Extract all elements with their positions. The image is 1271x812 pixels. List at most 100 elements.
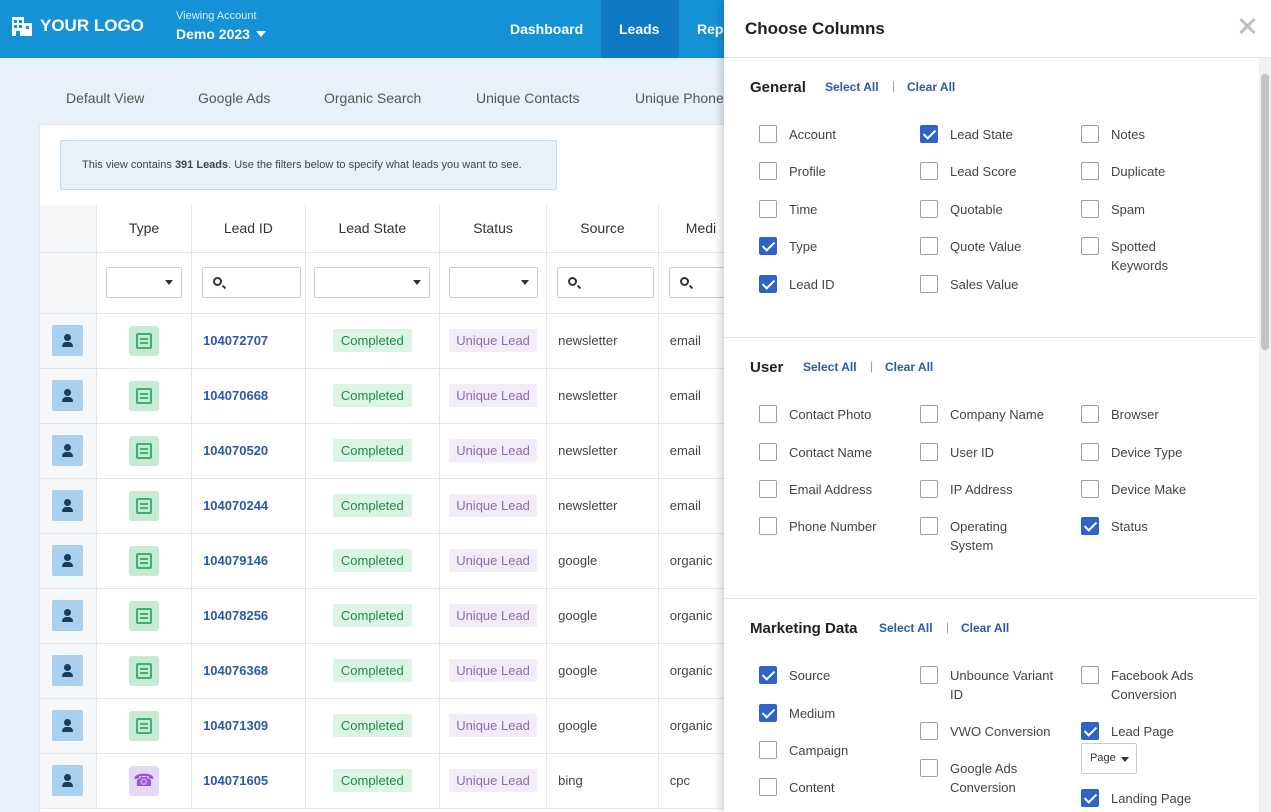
column-option-google-ads-conversion[interactable]: Google Ads Conversion — [920, 759, 1032, 797]
nav-reports[interactable]: Repo — [697, 21, 732, 37]
checkbox[interactable] — [759, 704, 777, 722]
column-option-contact-photo[interactable]: Contact Photo — [759, 405, 889, 424]
checkbox[interactable] — [759, 275, 777, 293]
column-option-device-type[interactable]: Device Type — [1081, 443, 1221, 462]
tab-google-ads[interactable]: Google Ads — [198, 90, 271, 106]
lead-id-link[interactable]: 104070244 — [191, 478, 306, 534]
user-icon[interactable] — [52, 325, 84, 356]
column-option-source[interactable]: Source — [759, 666, 889, 685]
checkbox[interactable] — [759, 162, 777, 180]
checkbox[interactable] — [920, 517, 938, 535]
checkbox[interactable] — [759, 200, 777, 218]
header-lead-id[interactable]: Lead ID — [191, 205, 306, 253]
checkbox[interactable] — [759, 237, 777, 255]
checkbox[interactable] — [1081, 237, 1099, 255]
table-row[interactable]: 104076368 Completed Unique Lead google organ… — [40, 643, 739, 699]
column-option-lead-id[interactable]: Lead ID — [759, 275, 889, 294]
lead-id-search-input[interactable] — [202, 267, 302, 298]
column-option-spotted-keywords[interactable]: Spotted Keywords — [1081, 237, 1183, 275]
column-option-medium[interactable]: Medium — [759, 704, 889, 723]
lead-id-link[interactable]: 104072707 — [191, 313, 306, 369]
lead-page-format-select[interactable]: Page — [1081, 743, 1137, 774]
column-option-browser[interactable]: Browser — [1081, 405, 1221, 424]
header-source[interactable]: Source — [546, 205, 659, 253]
source-search-input[interactable] — [557, 267, 655, 298]
user-icon[interactable] — [52, 545, 84, 576]
checkbox[interactable] — [1081, 200, 1099, 218]
column-option-vwo-conversion[interactable]: VWO Conversion — [920, 722, 1070, 741]
checkbox[interactable] — [1081, 405, 1099, 423]
column-option-content[interactable]: Content — [759, 778, 889, 797]
checkbox[interactable] — [1081, 480, 1099, 498]
type-filter-select[interactable] — [106, 267, 182, 298]
user-icon[interactable] — [52, 435, 84, 466]
user-clear-all-link[interactable]: Clear All — [885, 360, 934, 374]
nav-dashboard[interactable]: Dashboard — [510, 21, 584, 37]
user-icon[interactable] — [52, 710, 84, 741]
checkbox[interactable] — [920, 162, 938, 180]
lead-id-link[interactable]: 104071605 — [191, 753, 306, 809]
column-option-quotable[interactable]: Quotable — [920, 200, 1060, 219]
lead-id-link[interactable]: 104071309 — [191, 698, 306, 754]
checkbox[interactable] — [759, 125, 777, 143]
checkbox[interactable] — [759, 443, 777, 461]
scrollbar-thumb[interactable] — [1261, 74, 1269, 350]
checkbox[interactable] — [920, 405, 938, 423]
checkbox[interactable] — [1081, 162, 1099, 180]
checkbox[interactable] — [1081, 517, 1099, 535]
column-option-account[interactable]: Account — [759, 125, 889, 144]
column-option-user-id[interactable]: User ID — [920, 443, 1060, 462]
logo[interactable]: YOUR LOGO — [10, 14, 144, 38]
nav-leads[interactable]: Leads — [601, 0, 679, 58]
column-option-status[interactable]: Status — [1081, 517, 1221, 536]
checkbox[interactable] — [759, 666, 777, 684]
account-switcher[interactable]: Demo 2023 — [176, 26, 266, 42]
tab-organic-search[interactable]: Organic Search — [324, 90, 422, 106]
lead-id-link[interactable]: 104076368 — [191, 643, 306, 699]
checkbox[interactable] — [1081, 789, 1099, 807]
column-option-operating-system[interactable]: Operating System — [920, 517, 1032, 555]
checkbox[interactable] — [920, 200, 938, 218]
tab-default-view[interactable]: Default View — [66, 90, 145, 106]
column-option-profile[interactable]: Profile — [759, 162, 889, 181]
column-option-unbounce-variant-id[interactable]: Unbounce Variant ID — [920, 666, 1062, 704]
column-option-quote-value[interactable]: Quote Value — [920, 237, 1060, 256]
column-option-facebook-ads-conversion[interactable]: Facebook Ads Conversion — [1081, 666, 1223, 704]
tab-unique-phone[interactable]: Unique Phone — [635, 90, 724, 106]
general-select-all-link[interactable]: Select All — [825, 80, 879, 94]
checkbox[interactable] — [920, 480, 938, 498]
status-filter-select[interactable] — [448, 267, 538, 298]
table-row[interactable]: 104071309 Completed Unique Lead google organ… — [40, 698, 739, 754]
checkbox[interactable] — [1081, 722, 1099, 740]
tab-unique-contacts[interactable]: Unique Contacts — [476, 90, 580, 106]
user-icon[interactable] — [52, 380, 84, 411]
user-select-all-link[interactable]: Select All — [803, 360, 857, 374]
close-icon[interactable] — [1236, 15, 1258, 37]
header-lead-state[interactable]: Lead State — [305, 205, 440, 253]
table-row[interactable]: 104070668 Completed Unique Lead newsletter e… — [40, 368, 739, 424]
header-status[interactable]: Status — [439, 205, 548, 253]
table-row[interactable]: ☎ 104071605 Completed Unique Lead bing cpc — [40, 753, 739, 809]
marketing-clear-all-link[interactable]: Clear All — [961, 621, 1010, 635]
checkbox[interactable] — [759, 405, 777, 423]
column-option-landing-page[interactable]: Landing Page — [1081, 789, 1231, 808]
checkbox[interactable] — [920, 125, 938, 143]
lead-id-link[interactable]: 104079146 — [191, 533, 306, 589]
user-icon[interactable] — [52, 765, 84, 796]
column-option-device-make[interactable]: Device Make — [1081, 480, 1221, 499]
checkbox[interactable] — [920, 759, 938, 777]
header-type[interactable]: Type — [96, 205, 193, 253]
checkbox[interactable] — [1081, 125, 1099, 143]
checkbox[interactable] — [759, 480, 777, 498]
lead-id-link[interactable]: 104070668 — [191, 368, 306, 424]
column-option-email-address[interactable]: Email Address — [759, 480, 889, 499]
table-row[interactable]: 104078256 Completed Unique Lead google organ… — [40, 588, 739, 644]
checkbox[interactable] — [759, 778, 777, 796]
table-row[interactable]: 104072707 Completed Unique Lead newsletter e… — [40, 313, 739, 369]
checkbox[interactable] — [920, 443, 938, 461]
column-option-time[interactable]: Time — [759, 200, 889, 219]
checkbox[interactable] — [920, 666, 938, 684]
general-clear-all-link[interactable]: Clear All — [907, 80, 956, 94]
table-row[interactable]: 104070244 Completed Unique Lead newsletter e… — [40, 478, 739, 534]
checkbox[interactable] — [1081, 443, 1099, 461]
